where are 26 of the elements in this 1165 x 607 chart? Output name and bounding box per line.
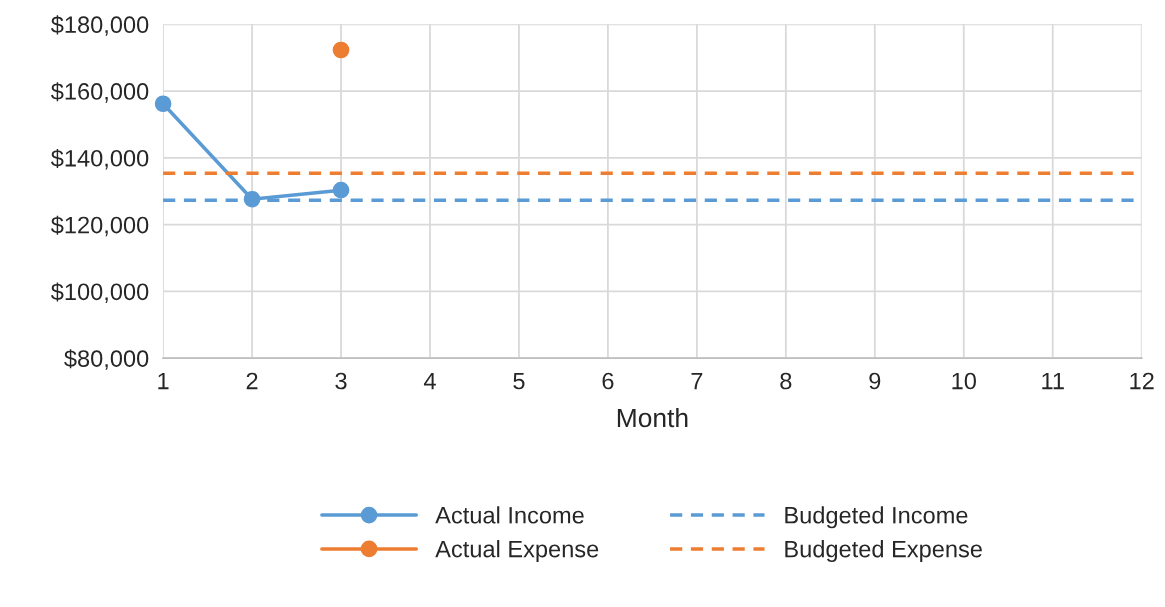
x-tick-label: 11 <box>1042 372 1064 390</box>
x-tick-label: 1 <box>158 372 169 390</box>
x-tick-label: 9 <box>869 372 881 390</box>
y-tick-label: $180,000 <box>51 15 149 36</box>
x-tick-label: 5 <box>513 372 525 390</box>
x-axis-title: Month <box>617 407 688 428</box>
x-tick-label: 12 <box>1130 372 1154 390</box>
x-tick-label: 10 <box>952 372 976 390</box>
legend-label: Budgeted Income <box>785 506 968 529</box>
point <box>154 95 172 113</box>
y-tick-label: $140,000 <box>51 148 149 170</box>
x-tick-label: 3 <box>335 372 347 390</box>
legend-label: Actual Expense <box>435 540 599 563</box>
legend-label: Budgeted Expense <box>785 540 982 563</box>
y-tick-label: $100,000 <box>51 282 149 303</box>
point <box>332 41 350 59</box>
y-tick-label: $80,000 <box>64 349 149 370</box>
x-tick-label: 4 <box>423 372 436 390</box>
x-tick-label: 7 <box>691 372 703 390</box>
y-tick-label: $160,000 <box>51 82 149 103</box>
x-tick-label: 6 <box>602 372 614 390</box>
point <box>332 181 350 199</box>
y-tick-label: $120,000 <box>51 215 149 237</box>
legend-label: Actual Income <box>435 506 584 524</box>
x-tick-label: 2 <box>246 372 258 390</box>
x-tick-label: 8 <box>780 372 792 390</box>
